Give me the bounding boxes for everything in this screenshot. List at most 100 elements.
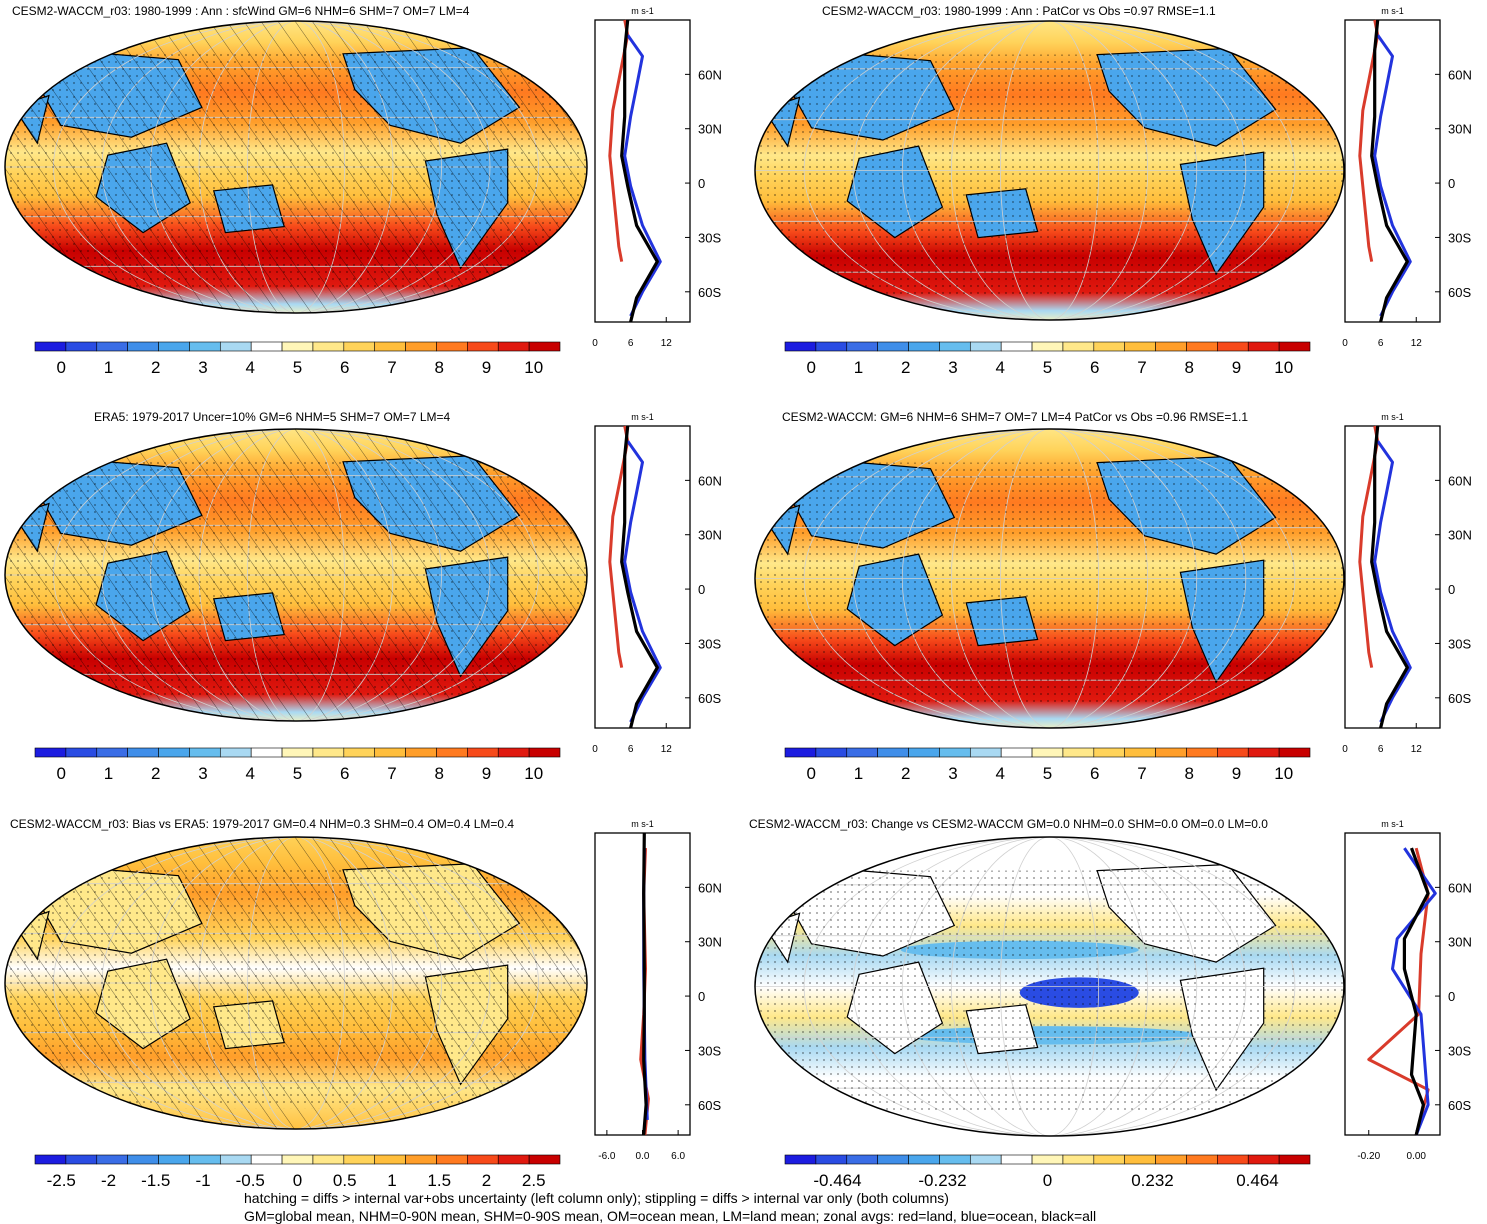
colorbar-swatch bbox=[528, 747, 561, 758]
zonal-all-line bbox=[642, 832, 648, 1136]
colorbar: 0 1 2 3 4 5 6 7 8 9 10 bbox=[34, 341, 561, 377]
colorbar-swatch bbox=[1278, 747, 1311, 758]
zonal-x-tick-label: 0.00 bbox=[1407, 1151, 1427, 1162]
colorbar-swatch bbox=[1031, 341, 1064, 352]
colorbar-swatch bbox=[1031, 1154, 1064, 1165]
latitude-tick-label: 30S bbox=[1448, 1043, 1471, 1058]
colorbar-swatch bbox=[250, 341, 283, 352]
colorbar-swatch bbox=[846, 1154, 878, 1165]
zonal-x-tick-label: 6 bbox=[628, 744, 634, 755]
colorbar-swatch bbox=[1186, 747, 1218, 758]
colorbar-tick-label: 0 bbox=[1043, 1171, 1052, 1190]
colorbar-tick-label: 5 bbox=[293, 764, 302, 783]
colorbar-swatch bbox=[1124, 1154, 1156, 1165]
colorbar-swatch bbox=[1186, 341, 1218, 352]
colorbar-swatch bbox=[343, 1154, 376, 1165]
colorbar-tick-label: 9 bbox=[482, 764, 491, 783]
colorbar-swatch bbox=[528, 1154, 561, 1165]
colorbar-swatch bbox=[939, 1154, 971, 1165]
colorbar-swatch bbox=[96, 747, 128, 758]
colorbar-swatch bbox=[1247, 747, 1280, 758]
colorbar: -0.464 -0.232 0 0.232 0.464 bbox=[784, 1154, 1311, 1190]
colorbar-swatch bbox=[846, 341, 878, 352]
latitude-tick-label: 60N bbox=[1448, 473, 1472, 488]
colorbar-tick-label: 7 bbox=[1137, 358, 1146, 377]
panel-title: ERA5: 1979-2017 Uncer=10% GM=6 NHM=5 SHM… bbox=[94, 410, 451, 424]
panel-title: CESM2-WACCM_r03: 1980-1999 : Ann : sfcWi… bbox=[12, 4, 470, 18]
colorbar-tick-label: 1 bbox=[854, 764, 863, 783]
world-map bbox=[754, 836, 1345, 1137]
colorbar-tick-label: -2.5 bbox=[47, 1171, 76, 1190]
colorbar-tick-label: 2 bbox=[151, 764, 160, 783]
colorbar-swatch bbox=[436, 341, 468, 352]
colorbar-swatch bbox=[939, 341, 971, 352]
colorbar-swatch bbox=[1217, 1154, 1249, 1165]
colorbar-swatch bbox=[158, 341, 190, 352]
latitude-tick-label: 60N bbox=[1448, 880, 1472, 895]
zonal-ocean-line bbox=[1391, 847, 1437, 1136]
colorbar-tick-label: 5 bbox=[293, 358, 302, 377]
latitude-tick-label: 30N bbox=[1448, 528, 1472, 543]
world-map bbox=[4, 836, 588, 1130]
latitude-tick-label: 30S bbox=[698, 636, 721, 651]
zonal-x-tick-label: 0.0 bbox=[636, 1151, 650, 1162]
colorbar-swatch bbox=[405, 747, 437, 758]
zonal-x-tick-label: 12 bbox=[1411, 338, 1423, 349]
colorbar-tick-label: 4 bbox=[996, 764, 1005, 783]
colorbar-swatch bbox=[815, 1154, 848, 1165]
world-map bbox=[4, 428, 588, 722]
zonal-x-tick-label: 12 bbox=[661, 744, 673, 755]
colorbar-tick-label: 8 bbox=[435, 358, 444, 377]
colorbar-swatch bbox=[497, 1154, 530, 1165]
colorbar-tick-label: 3 bbox=[948, 764, 957, 783]
latitude-tick-label: 30N bbox=[698, 935, 722, 950]
colorbar-swatch bbox=[65, 747, 98, 758]
colorbar-tick-label: 7 bbox=[1137, 764, 1146, 783]
colorbar-tick-label: 4 bbox=[246, 358, 255, 377]
colorbar-swatch bbox=[158, 1154, 190, 1165]
latitude-tick-label: 60N bbox=[698, 473, 722, 488]
colorbar-swatch bbox=[1031, 747, 1064, 758]
colorbar-swatch bbox=[969, 1154, 1002, 1165]
colorbar-swatch bbox=[1278, 1154, 1311, 1165]
colorbar-swatch bbox=[1124, 341, 1156, 352]
zonal-mean-plot: m s-1 60N 30N 0 30S 60S 0 6 12 bbox=[1342, 412, 1472, 755]
colorbar-swatch bbox=[1093, 747, 1126, 758]
latitude-tick-label: 30N bbox=[1448, 935, 1472, 950]
panel-title: CESM2-WACCM_r03: Bias vs ERA5: 1979-2017… bbox=[10, 817, 515, 831]
colorbar-swatch bbox=[815, 747, 848, 758]
colorbar-tick-label: 7 bbox=[387, 764, 396, 783]
colorbar: 0 1 2 3 4 5 6 7 8 9 10 bbox=[34, 747, 561, 783]
zonal-mean-plot: m s-1 60N 30N 0 30S 60S -0.20 0.00 bbox=[1344, 819, 1472, 1162]
colorbar-swatch bbox=[1000, 1154, 1033, 1165]
colorbar-swatch bbox=[877, 747, 909, 758]
colorbar-swatch bbox=[127, 747, 159, 758]
colorbar-swatch bbox=[877, 1154, 909, 1165]
colorbar-swatch bbox=[1155, 1154, 1187, 1165]
unit-label: m s-1 bbox=[631, 412, 654, 422]
colorbar-swatch bbox=[1247, 1154, 1280, 1165]
colorbar-swatch bbox=[784, 1154, 817, 1165]
colorbar-tick-label: 10 bbox=[524, 764, 543, 783]
colorbar-swatch bbox=[969, 747, 1002, 758]
zonal-x-tick-label: 0 bbox=[1342, 744, 1348, 755]
colorbar-swatch bbox=[1062, 1154, 1095, 1165]
zonal-x-tick-label: 0 bbox=[592, 744, 598, 755]
zonal-x-tick-label: 0 bbox=[1342, 338, 1348, 349]
latitude-tick-label: 30S bbox=[1448, 636, 1471, 651]
colorbar-swatch bbox=[846, 747, 878, 758]
colorbar: 0 1 2 3 4 5 6 7 8 9 10 bbox=[784, 341, 1311, 377]
colorbar-swatch bbox=[1062, 341, 1095, 352]
colorbar-tick-label: -0.464 bbox=[813, 1171, 861, 1190]
zonal-x-tick-label: 0 bbox=[592, 338, 598, 349]
footer-note-means: GM=global mean, NHM=0-90N mean, SHM=0-90… bbox=[244, 1208, 1097, 1224]
world-map bbox=[754, 20, 1345, 321]
colorbar-tick-label: 6 bbox=[1090, 358, 1099, 377]
colorbar-tick-label: 1 bbox=[387, 1171, 396, 1190]
colorbar-tick-label: 2 bbox=[901, 358, 910, 377]
colorbar-swatch bbox=[1186, 1154, 1218, 1165]
colorbar-tick-label: 0.5 bbox=[333, 1171, 357, 1190]
colorbar-swatch bbox=[374, 1154, 406, 1165]
colorbar-swatch bbox=[219, 1154, 252, 1165]
colorbar-tick-label: 10 bbox=[1274, 358, 1293, 377]
